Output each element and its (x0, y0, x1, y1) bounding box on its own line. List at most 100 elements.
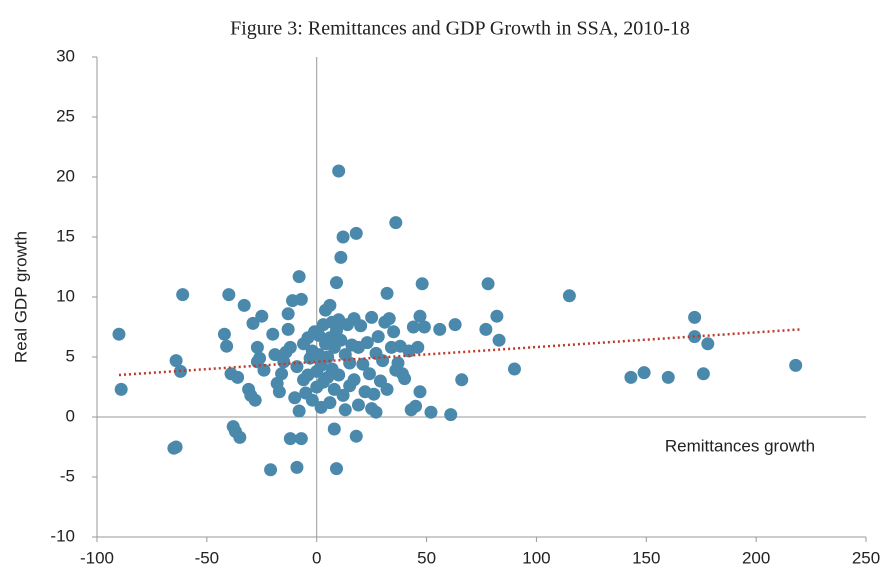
point (233, 430, 247, 444)
x-tick-label: 200 (742, 548, 770, 567)
point (257, 363, 271, 377)
point (290, 460, 304, 474)
point (455, 373, 469, 387)
point (176, 288, 190, 302)
point (688, 310, 702, 324)
point (294, 292, 308, 306)
point (380, 382, 394, 396)
point (349, 226, 363, 240)
point (481, 277, 495, 291)
point (417, 320, 431, 334)
y-tick-label: 5 (66, 346, 75, 365)
point (367, 387, 381, 401)
point (248, 393, 262, 407)
point (406, 320, 420, 334)
x-tick-label: 150 (632, 548, 660, 567)
point (391, 356, 405, 370)
point (490, 309, 504, 323)
y-axis-label: Real GDP growth (11, 231, 30, 363)
y-tick-label: -5 (60, 466, 75, 485)
point (365, 310, 379, 324)
point (281, 322, 295, 336)
point (332, 368, 346, 382)
point (448, 318, 462, 332)
point (255, 309, 269, 323)
point (294, 432, 308, 446)
point (360, 336, 374, 350)
point (356, 357, 370, 371)
point (250, 340, 264, 354)
x-tick-label: 0 (312, 548, 321, 567)
point (351, 398, 365, 412)
point (305, 393, 319, 407)
point (382, 312, 396, 326)
x-tick-label: -100 (80, 548, 114, 567)
point (266, 327, 280, 341)
y-tick-label: 10 (56, 286, 75, 305)
point (334, 333, 348, 347)
point (283, 432, 297, 446)
point (387, 325, 401, 339)
point (290, 360, 304, 374)
y-tick-label: 0 (66, 406, 75, 425)
y-tick-label: 30 (56, 46, 75, 65)
point (246, 316, 260, 330)
point (347, 373, 361, 387)
point (332, 164, 346, 178)
point (424, 405, 438, 419)
point (376, 354, 390, 368)
point (272, 385, 286, 399)
point (275, 367, 289, 381)
point (334, 250, 348, 264)
point (323, 396, 337, 410)
point (237, 298, 251, 312)
point (292, 404, 306, 418)
point (354, 319, 368, 333)
point (415, 277, 429, 291)
point (169, 354, 183, 368)
point (413, 309, 427, 323)
point (362, 367, 376, 381)
point (323, 298, 337, 312)
point (479, 322, 493, 336)
point (329, 462, 343, 476)
point (336, 230, 350, 244)
point (220, 339, 234, 353)
x-axis-label: Remittances growth (665, 436, 815, 455)
point (562, 289, 576, 303)
point (217, 327, 231, 341)
y-tick-label: 15 (56, 226, 75, 245)
point (336, 388, 350, 402)
point (292, 270, 306, 284)
x-tick-label: -50 (195, 548, 220, 567)
point (696, 367, 710, 381)
point (281, 307, 295, 321)
point (283, 340, 297, 354)
point (380, 286, 394, 300)
point (413, 385, 427, 399)
point (409, 399, 423, 413)
point (789, 358, 803, 372)
y-tick-label: -10 (50, 526, 75, 545)
point (444, 408, 458, 422)
point (268, 348, 282, 362)
x-tick-label: 250 (852, 548, 880, 567)
point (637, 366, 651, 380)
point (371, 330, 385, 344)
point (343, 356, 357, 370)
point (288, 391, 302, 405)
point (389, 216, 403, 230)
trendline (118, 328, 801, 377)
y-tick-label: 25 (56, 106, 75, 125)
point (624, 370, 638, 384)
x-tick-label: 100 (522, 548, 550, 567)
point (264, 463, 278, 477)
point (253, 351, 267, 365)
point (492, 333, 506, 347)
point (329, 276, 343, 290)
point (114, 382, 128, 396)
point (169, 440, 183, 454)
point (349, 429, 363, 443)
